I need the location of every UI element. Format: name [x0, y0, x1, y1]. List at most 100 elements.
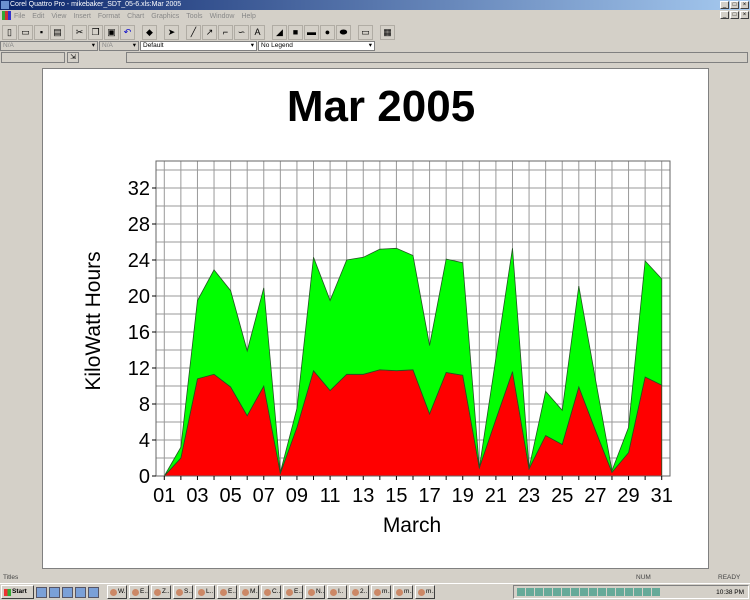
taskbar-button[interactable]: 2.. [349, 585, 369, 599]
quicklaunch-desktop-icon[interactable] [36, 586, 47, 598]
style-value: Default [143, 42, 164, 49]
shape-icon[interactable]: ⬬ [336, 24, 351, 40]
taskbar-button[interactable]: m.. [415, 585, 435, 599]
tray-icon[interactable] [643, 588, 651, 596]
quicklaunch-word-icon[interactable] [75, 586, 86, 598]
tray-icon[interactable] [616, 588, 624, 596]
chart-page: 0 4 8 12 16 20 24 28 32 01 03 05 07 09 11 13 15 17 19 21 23 2… [42, 68, 709, 569]
status-text: Titles [3, 574, 19, 581]
tray-icon[interactable] [589, 588, 597, 596]
tray-icon[interactable] [526, 588, 534, 596]
taskbar-button[interactable]: C.. [261, 585, 281, 599]
field1-value: N/A [3, 42, 14, 49]
menu-format[interactable]: Format [97, 12, 121, 20]
tray-icon[interactable] [634, 588, 642, 596]
maximize-button[interactable]: □ [730, 1, 739, 9]
navigate-button[interactable]: ⇲ [67, 52, 79, 63]
close-button[interactable]: × [740, 1, 749, 9]
doc-restore-button[interactable]: □ [730, 11, 739, 19]
taskbar-button[interactable]: L.. [195, 585, 215, 599]
edit-input[interactable] [126, 52, 748, 63]
tray-icon[interactable] [571, 588, 579, 596]
taskbar-button[interactable]: S.. [173, 585, 193, 599]
property-dropdown-2[interactable]: N/A ▾ [99, 41, 139, 51]
arrow-icon[interactable]: ↗ [202, 24, 217, 40]
polygon-icon[interactable]: ◢ [272, 24, 287, 40]
taskbar-button[interactable]: M.. [239, 585, 259, 599]
quicklaunch-search-icon[interactable] [62, 586, 73, 598]
print-icon[interactable]: ▤ [50, 24, 65, 40]
copy-icon[interactable]: ❐ [88, 24, 103, 40]
undo-icon[interactable]: ↶ [120, 24, 135, 40]
rectangle-icon[interactable]: ■ [288, 24, 303, 40]
start-button[interactable]: Start [1, 585, 34, 599]
menu-file[interactable]: File [14, 12, 26, 20]
quicklaunch-window-icon[interactable] [88, 586, 99, 598]
cut-icon[interactable]: ✂ [72, 24, 87, 40]
chart-title: Mar 2005 [287, 82, 475, 131]
quicklaunch-browser-icon[interactable] [49, 586, 60, 598]
taskbar-button[interactable]: E.. [283, 585, 303, 599]
tray-icon[interactable] [652, 588, 660, 596]
tray-icon[interactable] [607, 588, 615, 596]
menu-graphics[interactable]: Graphics [151, 12, 180, 20]
property-bar: N/A ▾ N/A ▾ Default ▾ No Legend ▾ [0, 41, 750, 51]
taskbar-button[interactable]: E.. [217, 585, 237, 599]
x-tick-label: 01 [153, 485, 175, 507]
y-tick-label: 20 [128, 286, 150, 308]
property-dropdown-1[interactable]: N/A ▾ [0, 41, 98, 51]
tray-icon[interactable] [553, 588, 561, 596]
tray-icon[interactable] [562, 588, 570, 596]
menu-help[interactable]: Help [241, 12, 256, 20]
tray-icon[interactable] [517, 588, 525, 596]
menu-window[interactable]: Window [209, 12, 235, 20]
taskbar-button[interactable]: W.. [107, 585, 127, 599]
taskbar-button[interactable]: m.. [393, 585, 413, 599]
clock: 10:38 PM [716, 588, 744, 596]
tray-icon[interactable] [625, 588, 633, 596]
frame-icon[interactable]: ▭ [358, 24, 373, 40]
menu-edit[interactable]: Edit [32, 12, 45, 20]
pointer-icon[interactable]: ➤ [164, 24, 179, 40]
menu-view[interactable]: View [51, 12, 67, 20]
chart-object-icon[interactable]: ▦ [380, 24, 395, 40]
open-icon[interactable]: ▭ [18, 24, 33, 40]
paste-icon[interactable]: ▣ [104, 24, 119, 40]
taskbar-button[interactable]: I.. [327, 585, 347, 599]
mode-indicator: READY [718, 574, 741, 581]
style-dropdown[interactable]: Default ▾ [140, 41, 257, 51]
tray-icon[interactable] [535, 588, 543, 596]
rounded-rect-icon[interactable]: ▬ [304, 24, 319, 40]
line-icon[interactable]: ╱ [186, 24, 201, 40]
cell-reference-box[interactable] [1, 52, 65, 63]
menu-chart[interactable]: Chart [127, 12, 145, 20]
menu-insert[interactable]: Insert [73, 12, 91, 20]
input-line: ⇲ [0, 52, 750, 64]
doc-close-button[interactable]: × [740, 11, 749, 19]
text-icon[interactable]: A [250, 24, 265, 40]
tray-icon[interactable] [544, 588, 552, 596]
legend-dropdown[interactable]: No Legend ▾ [258, 41, 375, 51]
y-tick-label: 28 [128, 214, 150, 236]
taskbar-button[interactable]: N.. [305, 585, 325, 599]
gem-icon[interactable]: ◆ [142, 24, 157, 40]
taskbar-button[interactable]: Z.. [151, 585, 171, 599]
area-series-2 [163, 247, 663, 477]
field2-value: N/A [102, 42, 113, 49]
ellipse-icon[interactable]: ● [320, 24, 335, 40]
taskbar-button[interactable]: E.. [129, 585, 149, 599]
save-icon[interactable]: ▪ [34, 24, 49, 40]
menu-tools[interactable]: Tools [186, 12, 203, 20]
app-icon [1, 1, 9, 9]
y-tick-label: 32 [128, 178, 150, 200]
freehand-icon[interactable]: ∽ [234, 24, 249, 40]
tray-icon[interactable] [598, 588, 606, 596]
taskbar-button[interactable]: m.. [371, 585, 391, 599]
polyline-icon[interactable]: ⌐ [218, 24, 233, 40]
x-tick-label: 13 [352, 485, 374, 507]
minimize-button[interactable]: _ [720, 1, 729, 9]
y-axis-label: KiloWatt Hours [82, 251, 105, 390]
doc-minimize-button[interactable]: _ [720, 11, 729, 19]
tray-icon[interactable] [580, 588, 588, 596]
new-icon[interactable]: ▯ [2, 24, 17, 40]
